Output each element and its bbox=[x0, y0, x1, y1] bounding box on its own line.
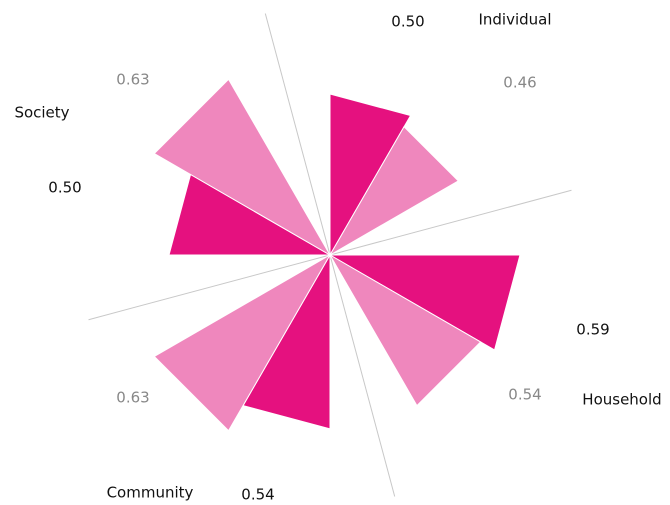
value-label: 0.46 bbox=[503, 74, 536, 92]
value-label: 0.59 bbox=[576, 321, 609, 339]
category-label: Individual bbox=[478, 11, 551, 29]
wedge bbox=[153, 253, 332, 432]
category-label: Household bbox=[582, 391, 661, 409]
category-label: Community bbox=[107, 484, 194, 502]
value-label: 0.63 bbox=[116, 389, 149, 407]
wedge bbox=[328, 125, 460, 257]
value-label: 0.54 bbox=[241, 486, 274, 504]
value-label: 0.63 bbox=[116, 71, 149, 89]
category-label: Society bbox=[14, 104, 69, 122]
wedge bbox=[328, 253, 482, 407]
value-label: 0.50 bbox=[48, 179, 81, 197]
value-label: 0.50 bbox=[391, 13, 424, 31]
wedge bbox=[153, 78, 332, 257]
value-label: 0.54 bbox=[508, 386, 541, 404]
